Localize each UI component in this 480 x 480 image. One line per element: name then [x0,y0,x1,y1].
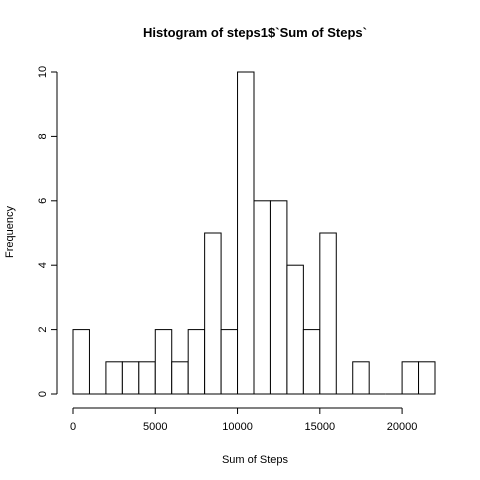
y-tick-label: 10 [37,66,49,78]
histogram-bar [72,329,90,395]
x-tick-label: 5000 [143,421,167,433]
x-tick-label: 15000 [305,421,336,433]
x-tick-label: 10000 [222,421,253,433]
y-tick-label: 6 [37,198,49,204]
histogram-bar [138,361,156,395]
histogram-bar [105,361,123,395]
histogram-bar [401,361,420,395]
chart-title: Histogram of steps1$`Sum of Steps` [143,25,367,40]
histogram-bar [302,329,321,395]
y-axis-label: Frequency [4,206,16,258]
x-tick-label: 0 [70,421,76,433]
histogram-bar [253,200,271,395]
histogram-bar [204,232,222,395]
histogram-bar [269,200,288,395]
y-tick-label: 4 [37,262,49,268]
x-tick-label: 20000 [387,421,418,433]
histogram-bar [352,361,370,395]
histogram-bar [286,264,304,395]
histogram-bar [418,361,436,395]
histogram-bar [171,361,189,395]
y-axis: 0 2 4 6 8 10 [37,66,58,397]
histogram-bar [154,329,173,395]
histogram-bar [121,361,140,395]
y-tick-label: 0 [37,391,49,397]
histogram-bar [237,71,255,395]
y-tick-label: 8 [37,133,49,139]
histogram-bar [220,329,239,395]
bars-group [72,71,436,395]
y-tick-label: 2 [37,327,49,333]
histogram-bar [187,329,206,395]
x-axis: 0 5000 10000 15000 20000 [70,407,418,433]
x-axis-label: Sum of Steps [222,454,289,466]
histogram-bar [319,232,337,395]
